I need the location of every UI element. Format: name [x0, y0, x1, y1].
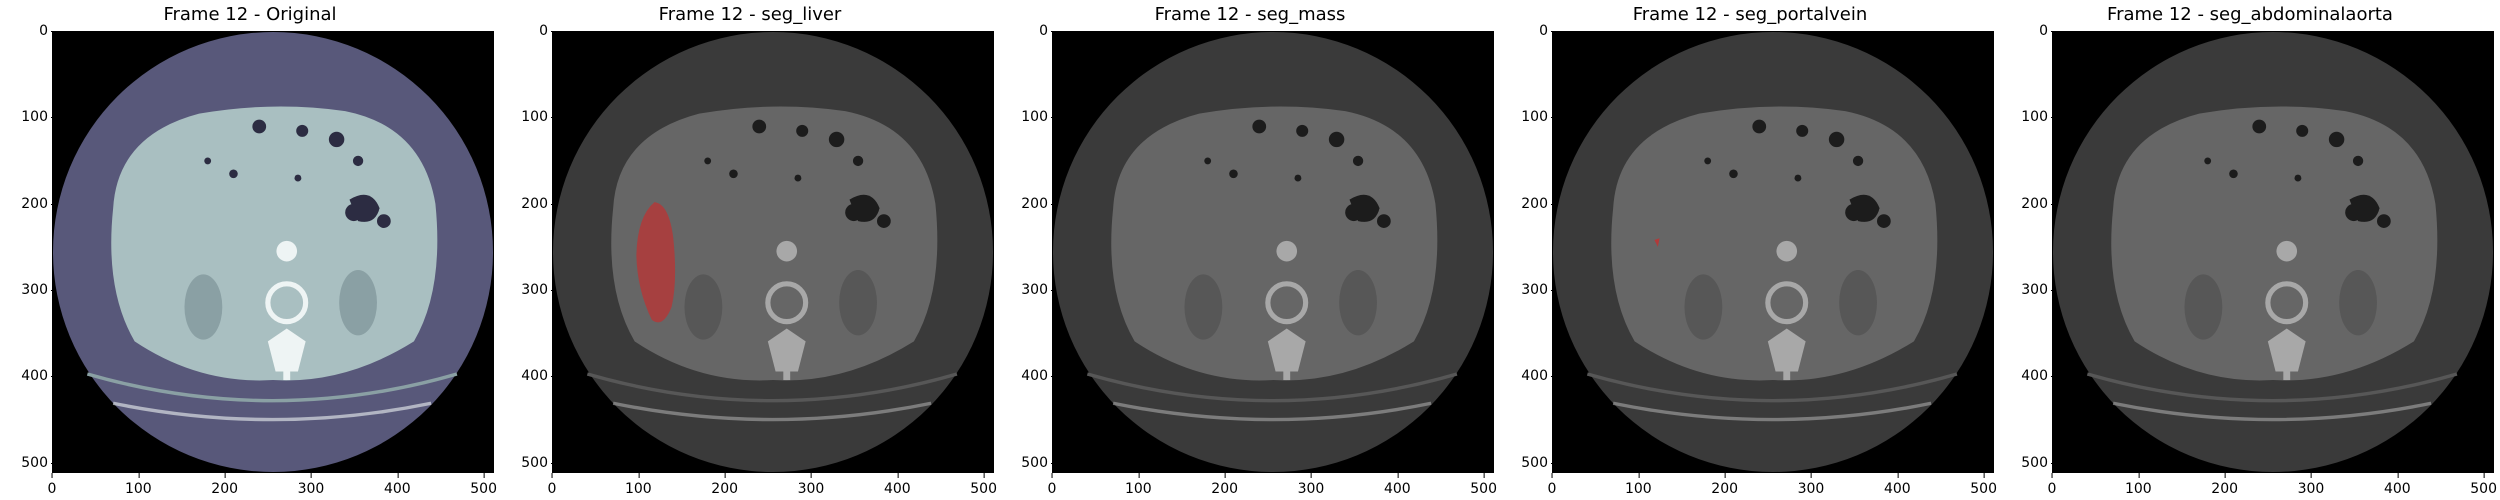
x-tick-label: 400	[2383, 473, 2411, 497]
y-tick-label: 500	[2021, 454, 2056, 471]
panel-2: Frame 12 - seg_mass 0 100 200 300 400 500 0 100 2…	[1000, 0, 1500, 500]
y-tick-label: 100	[1021, 109, 1056, 126]
x-tick-label: 500	[970, 473, 998, 497]
x-tick-label: 100	[1124, 473, 1152, 497]
ct-image-axes	[52, 31, 494, 473]
ct-image-axes	[2052, 31, 2494, 473]
y-tick-label: 300	[521, 281, 556, 298]
y-tick-label: 400	[521, 368, 556, 385]
x-tick-label: 0	[1047, 473, 1057, 497]
y-tick-label: 300	[1021, 281, 1056, 298]
y-tick-label: 300	[1521, 281, 1556, 298]
y-tick-label: 200	[1521, 195, 1556, 212]
y-tick-label: 500	[1521, 454, 1556, 471]
x-tick-label: 200	[711, 473, 739, 497]
panel-title: Frame 12 - Original	[163, 4, 337, 25]
x-tick-label: 200	[211, 473, 239, 497]
panel-title: Frame 12 - seg_mass	[1154, 4, 1346, 25]
x-tick-label: 0	[547, 473, 557, 497]
x-tick-label: 400	[383, 473, 411, 497]
y-tick-label: 300	[2021, 281, 2056, 298]
y-tick-label: 500	[1021, 454, 1056, 471]
panel-title: Frame 12 - seg_liver	[658, 4, 842, 25]
y-tick-label: 200	[521, 195, 556, 212]
x-tick-label: 100	[624, 473, 652, 497]
y-tick-label: 400	[2021, 368, 2056, 385]
y-tick-label: 200	[21, 195, 56, 212]
panel-title: Frame 12 - seg_portalvein	[1632, 4, 1868, 25]
ct-image-axes	[1552, 31, 1994, 473]
y-tick-label: 400	[1021, 368, 1056, 385]
y-tick-label: 500	[21, 454, 56, 471]
ct-scan-image	[2053, 32, 2493, 472]
x-tick-label: 0	[47, 473, 57, 497]
panel-title: Frame 12 - seg_abdominalaorta	[2107, 4, 2393, 25]
x-tick-label: 500	[1470, 473, 1498, 497]
x-tick-label: 400	[1383, 473, 1411, 497]
y-tick-label: 0	[1039, 23, 1056, 39]
x-tick-label: 300	[1297, 473, 1325, 497]
x-tick-label: 300	[297, 473, 325, 497]
ct-scan-image	[53, 32, 493, 472]
y-tick-label: 200	[1021, 195, 1056, 212]
y-tick-label: 100	[1521, 109, 1556, 126]
x-tick-label: 200	[2211, 473, 2239, 497]
y-tick-label: 0	[2039, 23, 2056, 39]
x-tick-label: 0	[1547, 473, 1557, 497]
x-tick-label: 300	[2297, 473, 2325, 497]
ct-scan-image	[1053, 32, 1493, 472]
x-tick-label: 400	[883, 473, 911, 497]
x-tick-label: 100	[124, 473, 152, 497]
x-tick-label: 400	[1883, 473, 1911, 497]
ct-image-axes	[552, 31, 994, 473]
y-tick-label: 100	[2021, 109, 2056, 126]
y-tick-label: 200	[2021, 195, 2056, 212]
x-tick-label: 300	[797, 473, 825, 497]
y-tick-label: 500	[521, 454, 556, 471]
ct-image-axes	[1052, 31, 1494, 473]
y-tick-label: 400	[21, 368, 56, 385]
y-tick-label: 400	[1521, 368, 1556, 385]
panel-0: Frame 12 - Original 0 100 200 300 400 500 0 100 2…	[0, 0, 500, 500]
y-tick-label: 300	[21, 281, 56, 298]
x-tick-label: 0	[2047, 473, 2057, 497]
y-tick-label: 0	[1539, 23, 1556, 39]
x-tick-label: 300	[1797, 473, 1825, 497]
panel-3: Frame 12 - seg_portalvein 0 100 200 300 400 50…	[1500, 0, 2000, 500]
x-tick-label: 500	[1970, 473, 1998, 497]
panel-1: Frame 12 - seg_liver 0 100 200 300 400 500 0 100…	[500, 0, 1000, 500]
y-tick-label: 100	[21, 109, 56, 126]
y-tick-label: 0	[539, 23, 556, 39]
x-tick-label: 500	[470, 473, 498, 497]
x-tick-label: 200	[1211, 473, 1239, 497]
y-tick-label: 0	[39, 23, 56, 39]
ct-scan-image	[553, 32, 993, 472]
x-tick-label: 100	[2124, 473, 2152, 497]
ct-scan-image	[1553, 32, 1993, 472]
x-tick-label: 100	[1624, 473, 1652, 497]
panel-4: Frame 12 - seg_abdominalaorta 0 100 200 300 4…	[2000, 0, 2500, 500]
y-tick-label: 100	[521, 109, 556, 126]
x-tick-label: 500	[2470, 473, 2498, 497]
x-tick-label: 200	[1711, 473, 1739, 497]
